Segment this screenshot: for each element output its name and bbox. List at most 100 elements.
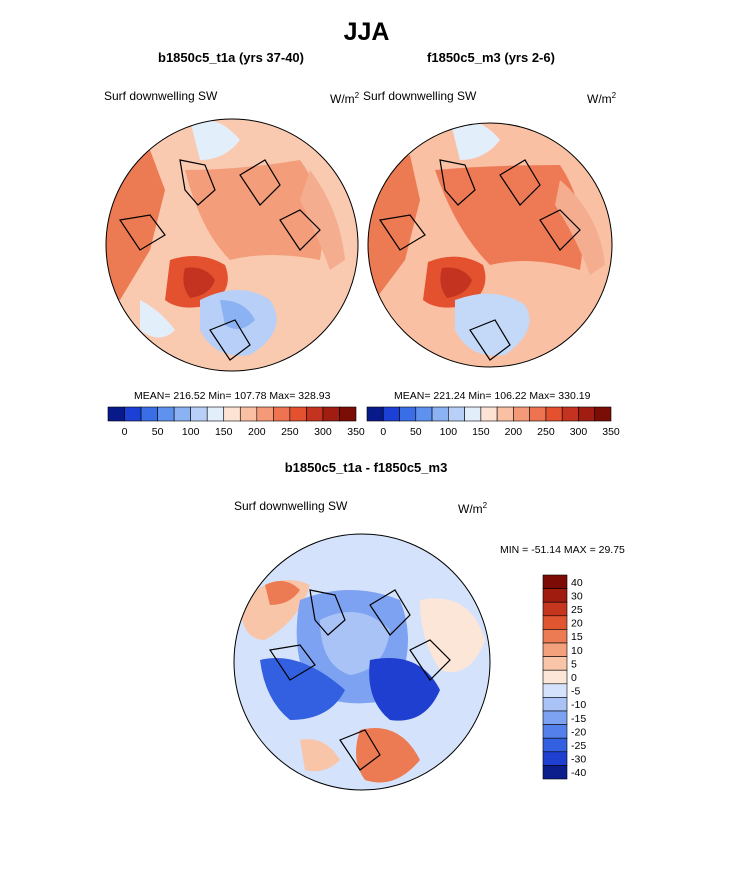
- map-3-region-cold-west: [260, 658, 345, 720]
- colorbar-1-tick-label: 350: [347, 426, 365, 438]
- colorbar-1-tick-label: 200: [248, 426, 266, 438]
- colorbar-1-tick-label: 250: [281, 426, 299, 438]
- colorbar-1-tick-label: 100: [182, 426, 200, 438]
- map-1-region-pacific: [190, 119, 240, 160]
- map-2-coastlines: [378, 159, 581, 361]
- colorbar-diff-swatch: [542, 737, 568, 753]
- colorbar-diff-swatch: [542, 588, 568, 603]
- map-2-greenland-inner: [440, 267, 472, 298]
- colorbar-1-swatch: [339, 406, 357, 422]
- colorbar-1-tick-label: 50: [152, 426, 164, 438]
- colorbar-1-swatch: [190, 406, 208, 422]
- diff-panel-stats: MIN = -51.14 MAX = 29.75: [500, 544, 625, 556]
- colorbar-2-swatch: [415, 406, 433, 422]
- colorbar-1-swatch: [306, 406, 324, 422]
- diff-panel-units: W/m2: [458, 501, 488, 516]
- colorbar-1-swatch: [173, 406, 191, 422]
- map-3-region-cold-east: [369, 658, 440, 721]
- diff-panel-title: b1850c5_t1a - f1850c5_m3: [284, 460, 448, 475]
- colorbar-1-swatch: [223, 406, 241, 422]
- colorbar-diff-tick-label: -30: [571, 754, 586, 766]
- colorbar-2-tick-label: 150: [472, 426, 490, 438]
- colorbar-2-tick-label: 100: [440, 426, 458, 438]
- colorbar-diff-swatch: [542, 656, 568, 671]
- colorbar-diff-swatch: [542, 710, 568, 725]
- panel-2-units: W/m2: [587, 91, 617, 106]
- colorbar-1-swatch: [239, 406, 258, 422]
- map-1-region-siberia: [300, 170, 345, 270]
- colorbar-2-swatch: [496, 406, 514, 422]
- map-1-region-arctic: [185, 160, 323, 260]
- panel-1-stats: MEAN= 216.52 Min= 107.78 Max= 328.93: [134, 390, 331, 402]
- map-3-border: [233, 533, 491, 791]
- colorbar-2-swatch: [448, 406, 465, 422]
- map-3-region-warm-west-core: [265, 581, 300, 605]
- map-1-border: [105, 118, 359, 372]
- colorbar-diff-swatch: [542, 615, 568, 630]
- colorbar-2-swatch: [382, 406, 400, 422]
- map-2-region-siberia: [555, 180, 605, 275]
- colorbar-1-tick-label: 300: [314, 426, 332, 438]
- colorbar-2-swatch: [594, 406, 612, 422]
- colorbar-1-swatch: [124, 406, 142, 422]
- colorbar-2-swatch: [399, 406, 417, 422]
- colorbar-2-swatch: [529, 406, 547, 422]
- colorbar-1-swatch: [256, 406, 274, 422]
- colorbar-2-tick-label: 350: [602, 426, 620, 438]
- colorbar-diff-tick-label: 30: [571, 590, 583, 602]
- colorbar-diff-tick-label: -10: [571, 699, 586, 711]
- colorbar-2-swatch: [513, 406, 530, 422]
- map-1-coastlines: [118, 159, 321, 361]
- map-3-region-warm-east: [420, 598, 485, 672]
- panel-1-units: W/m2: [330, 91, 360, 106]
- colorbar-diff-swatch: [542, 601, 568, 617]
- panel-2-stats: MEAN= 221.24 Min= 106.22 Max= 330.19: [394, 390, 591, 402]
- map-2-region-atlantic: [455, 293, 530, 356]
- map-panel-1: [106, 119, 358, 371]
- colorbar-diff-tick-label: 0: [571, 672, 577, 684]
- colorbar-1-swatch: [140, 406, 158, 422]
- colorbar-1-swatch: [157, 406, 175, 422]
- colorbar-2-tick-label: 200: [505, 426, 523, 438]
- colorbar-2-tick-label: 250: [537, 426, 555, 438]
- colorbar-panel-1: 0 50 100 150 200 250 300 350: [107, 406, 365, 438]
- colorbar-2-swatch: [561, 406, 579, 422]
- colorbar-2-tick-label: 50: [410, 426, 422, 438]
- map-2-region-arctic: [435, 165, 583, 270]
- colorbar-diff-tick-label: -25: [571, 740, 586, 752]
- colorbar-diff-swatch: [542, 669, 568, 685]
- colorbar-1-swatch: [107, 406, 125, 422]
- colorbar-2-swatch: [545, 406, 563, 422]
- colorbar-diff-swatch: [542, 751, 568, 766]
- colorbar-diff-tick-label: 10: [571, 645, 583, 657]
- colorbar-diff-swatch: [542, 683, 568, 698]
- colorbar-1-swatch: [206, 406, 225, 422]
- colorbar-2-swatch: [366, 406, 384, 422]
- colorbar-2-swatch: [464, 406, 482, 422]
- colorbar-1-tick-label: 150: [215, 426, 233, 438]
- map-3-region-cool-inner: [320, 612, 390, 675]
- map-1-region-canada: [140, 300, 175, 338]
- map-3-region-warm-southwest: [300, 739, 340, 772]
- colorbar-diff-tick-label: -40: [571, 767, 586, 779]
- colorbar-diff-tick-label: 25: [571, 604, 583, 616]
- colorbar-1-swatch: [273, 406, 291, 422]
- panel-1-title: b1850c5_t1a (yrs 37-40): [158, 50, 304, 65]
- colorbar-diff-tick-label: -5: [571, 686, 580, 698]
- colorbar-diff-tick-label: 15: [571, 631, 583, 643]
- panel-1-variable: Surf downwelling SW: [104, 89, 218, 103]
- panel-2-variable: Surf downwelling SW: [363, 89, 477, 103]
- map-1-region-atlantic-core: [220, 300, 255, 329]
- colorbar-diff-swatch: [542, 765, 568, 780]
- colorbar-1-tick-label: 0: [122, 426, 128, 438]
- map-2-region-pacific: [450, 123, 500, 160]
- colorbar-2-tick-label: 0: [380, 426, 386, 438]
- figure-title: JJA: [343, 18, 390, 46]
- colorbar-1-swatch: [289, 406, 307, 422]
- colorbar-2-swatch: [578, 406, 596, 422]
- colorbar-diff-swatch: [542, 642, 568, 657]
- colorbar-diff-swatch: [542, 697, 568, 712]
- colorbar-diff-tick-label: 5: [571, 658, 577, 670]
